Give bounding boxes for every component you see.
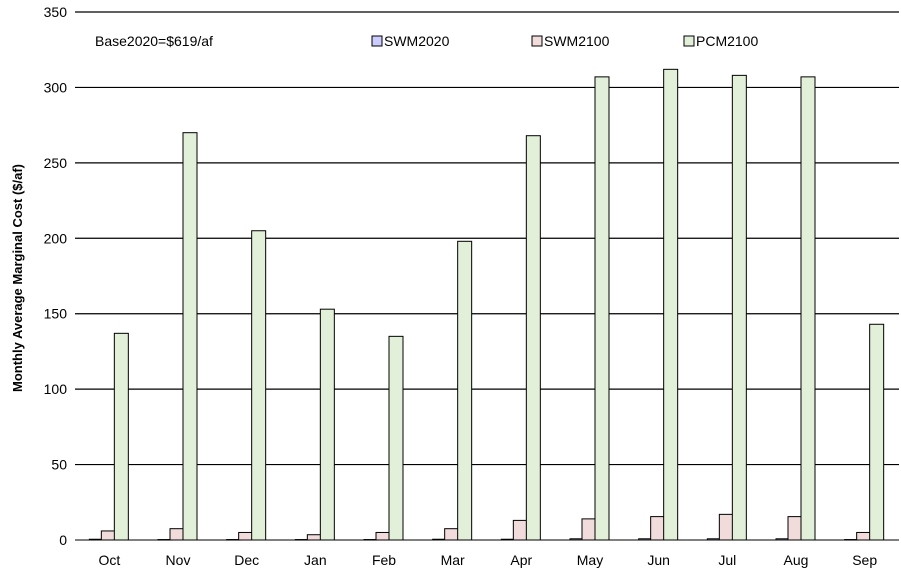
bar-swm2100-mar [444,528,460,541]
bar-swm2100-apr [512,519,528,541]
bar-swm2100-jan [306,534,322,541]
y-axis-label: Monthly Average Marginal Cost ($/af) [10,164,25,392]
y-tick-labels: 0 50 100 150 200 250 300 350 [44,4,68,548]
legend-label-swm2100: SWM2100 [544,33,610,49]
bar-pcm2100-oct [113,332,129,541]
legend-swatch-swm2020 [371,35,383,47]
x-tick-label: Oct [98,552,120,568]
legend: SWM2020 SWM2100 PCM2100 [371,33,758,49]
bar-pcm2100-may [594,76,610,541]
bar-swm2100-jun [650,516,666,541]
x-tick-label: Aug [784,552,809,568]
y-tick-label: 0 [59,532,67,548]
gridlines [75,11,899,466]
x-tick-label: Jun [647,552,670,568]
legend-label-swm2020: SWM2020 [384,33,450,49]
bar-pcm2100-apr [525,135,541,541]
bar-swm2100-nov [169,528,185,541]
base-annotation: Base2020=$619/af [95,33,213,49]
bar-swm2100-sep [856,531,872,541]
bar-pcm2100-dec [251,230,267,541]
bar-pcm2100-feb [388,335,404,541]
bar-pcm2100-jul [731,74,747,541]
x-tick-label: Nov [166,552,191,568]
x-tick-label: Sep [852,552,877,568]
y-tick-label: 50 [51,457,67,473]
bar-swm2100-oct [100,530,116,541]
bar-swm2100-aug [787,516,803,541]
x-tick-label: Mar [441,552,465,568]
x-tick-label: Jan [304,552,327,568]
y-tick-label: 200 [44,230,68,246]
legend-label-pcm2100: PCM2100 [696,33,758,49]
bar-swm2100-dec [238,531,254,541]
y-tick-label: 100 [44,381,68,397]
x-tick-label: Feb [372,552,396,568]
y-tick-label: 150 [44,306,68,322]
bar-pcm2100-jan [319,308,335,541]
bar-swm2100-may [581,518,597,541]
x-tick-labels: Oct Nov Dec Jan Feb Mar Apr May Jun Jul Aug Sep [98,552,877,568]
legend-swatch-pcm2100 [683,35,695,47]
bar-pcm2100-aug [800,76,816,541]
bar-pcm2100-sep [869,323,885,541]
y-tick-label: 350 [44,4,68,20]
bar-pcm2100-mar [457,240,473,541]
bar-pcm2100-jun [663,68,679,541]
x-tick-label: Apr [510,552,532,568]
x-tick-label: May [577,552,603,568]
bar-swm2100-feb [375,531,391,541]
bar-swm2100-jul [718,513,734,541]
y-tick-label: 300 [44,79,68,95]
bar-pcm2100-nov [182,132,198,541]
x-tick-label: Jul [718,552,736,568]
legend-swatch-swm2100 [531,35,543,47]
x-tick-label: Dec [234,552,259,568]
y-tick-label: 250 [44,155,68,171]
bars [88,68,885,541]
